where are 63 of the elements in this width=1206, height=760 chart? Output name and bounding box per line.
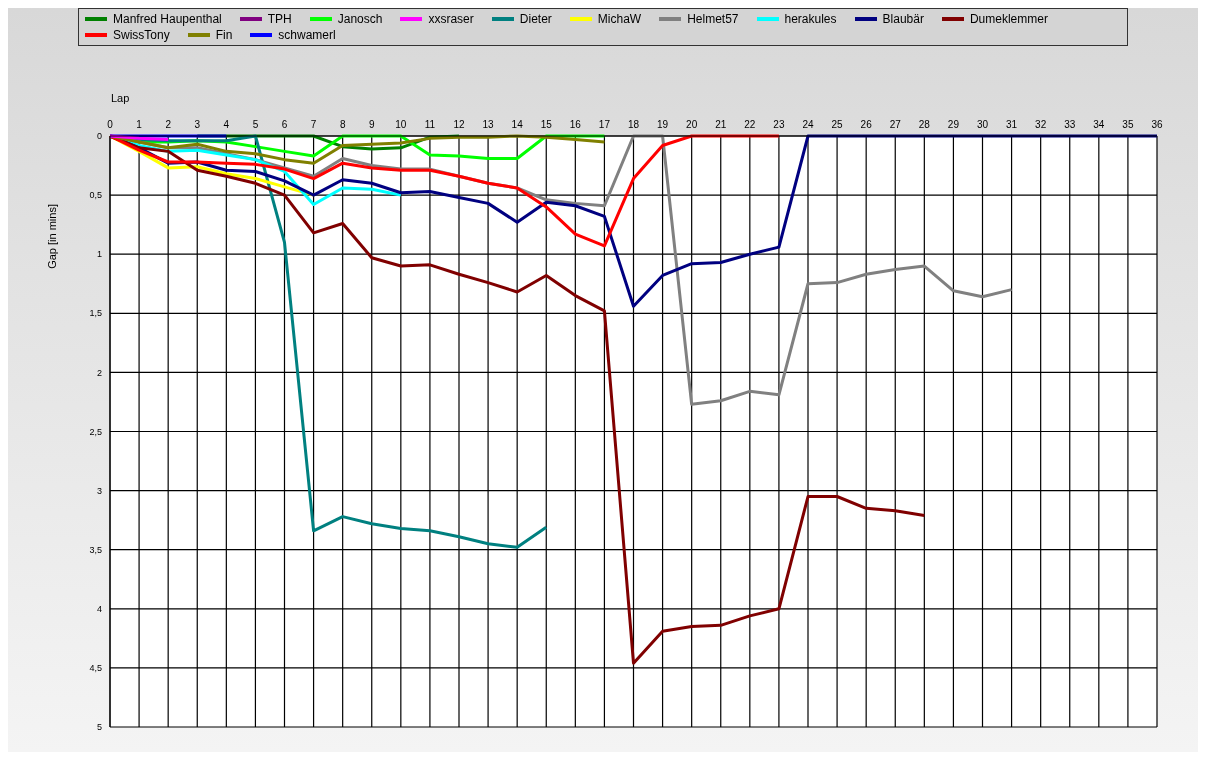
y-tick-label: 0 — [96, 131, 102, 142]
x-tick-label: 16 — [569, 119, 582, 130]
y-tick-label: 0,5 — [89, 190, 102, 201]
y-axis-title: Gap [in mins] — [46, 204, 58, 269]
x-tick-label: 24 — [802, 119, 814, 130]
x-tick-label: 1 — [136, 119, 143, 130]
y-tick-label: 2 — [96, 367, 102, 378]
legend-label: MichaW — [597, 12, 642, 26]
legend-label: Fin — [215, 28, 233, 42]
x-tick-label: 19 — [657, 119, 669, 130]
x-tick-label: 3 — [194, 119, 201, 130]
y-tick-label: 3,5 — [89, 544, 102, 555]
x-tick-label: 26 — [860, 119, 873, 130]
x-tick-label: 36 — [1151, 119, 1163, 130]
y-tick-label: 5 — [96, 722, 102, 733]
x-tick-label: 11 — [424, 119, 436, 130]
y-tick-label: 4 — [96, 603, 102, 614]
x-tick-label: 34 — [1093, 119, 1105, 130]
x-tick-label: 15 — [540, 119, 553, 130]
x-tick-label: 27 — [889, 119, 902, 130]
legend-label: Helmet57 — [687, 12, 739, 26]
x-tick-label: 23 — [773, 119, 785, 130]
x-tick-label: 14 — [511, 119, 524, 130]
x-tick-label: 9 — [368, 119, 375, 130]
x-tick-label: 6 — [281, 119, 288, 130]
legend-label: Janosch — [337, 12, 383, 26]
x-tick-label: 7 — [310, 119, 317, 130]
legend-label: Manfred Haupenthal — [113, 12, 222, 26]
x-tick-label: 25 — [831, 119, 844, 130]
y-tick-label: 1,5 — [89, 308, 102, 319]
legend-label: Blaubär — [882, 12, 924, 26]
x-tick-label: 21 — [715, 119, 727, 130]
x-tick-label: 33 — [1064, 119, 1076, 130]
x-tick-label: 5 — [252, 119, 259, 130]
legend-label: schwamerl — [278, 28, 336, 42]
y-tick-label: 3 — [96, 485, 102, 496]
x-tick-label: 20 — [686, 119, 698, 130]
y-tick-label: 4,5 — [89, 663, 102, 674]
x-tick-label: 2 — [165, 119, 172, 130]
x-tick-label: 30 — [976, 119, 989, 130]
x-axis-title: Lap — [111, 92, 130, 104]
legend-label: TPH — [267, 12, 292, 26]
x-tick-label: 28 — [918, 119, 931, 130]
x-tick-label: 12 — [453, 119, 465, 130]
x-tick-label: 10 — [395, 119, 407, 130]
legend-label: herakules — [784, 12, 837, 26]
x-tick-label: 4 — [223, 119, 230, 130]
x-tick-label: 13 — [482, 119, 495, 130]
x-tick-label: 22 — [744, 119, 756, 130]
y-tick-label: 1 — [96, 249, 102, 260]
x-tick-label: 29 — [947, 119, 960, 130]
legend-label: SwissTony — [113, 28, 170, 42]
x-tick-label: 18 — [627, 119, 640, 130]
legend-label: Dumeklemmer — [969, 12, 1048, 26]
x-tick-label: 8 — [339, 119, 346, 130]
legend-label: xxsraser — [428, 12, 474, 26]
x-tick-label: 31 — [1006, 119, 1018, 130]
y-tick-label: 2,5 — [89, 426, 102, 437]
x-tick-label: 32 — [1035, 119, 1047, 130]
x-tick-label: 35 — [1122, 119, 1134, 130]
legend-label: Dieter — [519, 12, 552, 26]
x-tick-label: 17 — [598, 119, 611, 130]
x-tick-label: 0 — [107, 119, 114, 130]
